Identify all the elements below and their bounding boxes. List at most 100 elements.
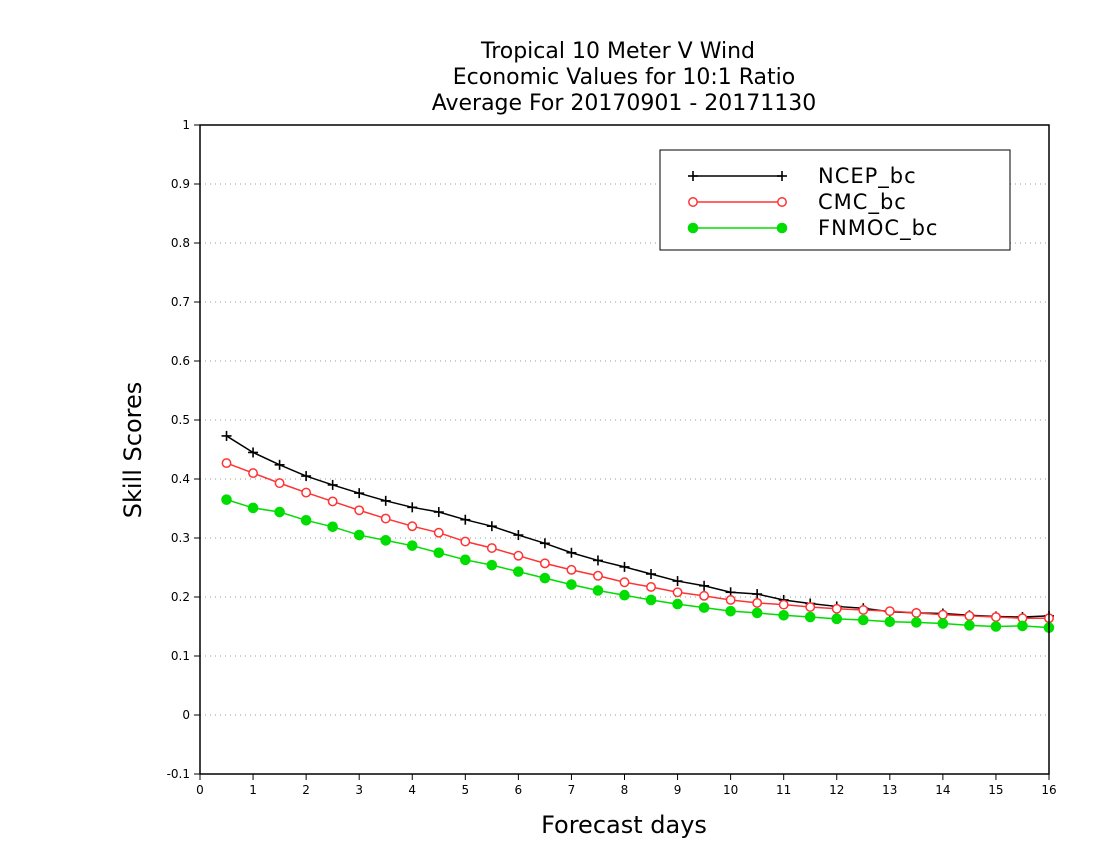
x-tick-label: 2 — [302, 783, 310, 797]
data-point-ncep-bc — [433, 507, 444, 518]
chart-title-line-2: Economic Values for 10:1 Ratio — [453, 65, 795, 90]
x-tick-label: 5 — [461, 783, 469, 797]
data-point-ncep-bc — [460, 514, 471, 525]
data-point-ncep-bc — [699, 580, 710, 591]
series-fnmoc-bc — [221, 494, 1055, 633]
data-point-fnmoc-bc — [911, 617, 922, 628]
data-point-fnmoc-bc — [672, 598, 683, 610]
y-tick-label: -0.1 — [167, 767, 190, 781]
data-point-cmc-bc — [990, 612, 1001, 623]
data-point-fnmoc-bc — [698, 602, 710, 613]
gridlines — [200, 183, 1049, 716]
data-point-cmc-bc — [460, 536, 471, 547]
y-tick-label: 0.6 — [171, 354, 190, 368]
data-point-cmc-bc — [937, 609, 948, 620]
data-point-cmc-bc — [513, 550, 524, 561]
data-point-fnmoc-bc — [831, 613, 843, 625]
legend-item-fnmoc-bc: FNMOC_bc — [687, 216, 938, 241]
data-point-fnmoc-bc — [619, 589, 630, 601]
data-point-ncep-bc — [513, 530, 524, 541]
legend-marker-ncep-bc — [688, 171, 698, 181]
legend-marker-cmc-bc — [777, 197, 787, 207]
data-point-fnmoc-bc — [539, 572, 551, 584]
x-tick-label: 15 — [988, 783, 1003, 797]
series-ncep-bc — [221, 430, 1054, 623]
x-tick-label: 16 — [1041, 783, 1056, 797]
data-point-fnmoc-bc — [778, 609, 789, 621]
x-tick-label: 1 — [249, 783, 257, 797]
y-tick-label: 0.1 — [171, 649, 190, 663]
data-point-fnmoc-bc — [247, 502, 259, 514]
y-tick-label: 0 — [182, 708, 190, 722]
data-point-cmc-bc — [911, 607, 922, 618]
data-point-fnmoc-bc — [513, 566, 524, 577]
x-tick-label: 3 — [355, 783, 363, 797]
data-point-ncep-bc — [566, 547, 577, 558]
legend-label-cmc-bc: CMC_bc — [818, 190, 907, 215]
data-point-cmc-bc — [672, 587, 683, 598]
x-tick-label: 8 — [621, 783, 629, 797]
data-point-ncep-bc — [672, 576, 683, 587]
data-point-cmc-bc — [380, 513, 391, 524]
x-axis-label: Forecast days — [541, 811, 707, 839]
data-point-fnmoc-bc — [725, 605, 736, 617]
data-point-cmc-bc — [486, 543, 497, 553]
y-tick-label: 0.3 — [171, 531, 190, 545]
plot-frame — [199, 124, 1050, 775]
y-tick-label: 0.4 — [171, 472, 190, 486]
data-point-cmc-bc — [433, 527, 444, 538]
legend-label-fnmoc-bc: FNMOC_bc — [818, 216, 938, 241]
data-point-fnmoc-bc — [486, 559, 498, 571]
data-point-fnmoc-bc — [460, 554, 471, 566]
y-tick-label: 0.5 — [171, 413, 190, 427]
series-line-fnmoc-bc — [226, 498, 1050, 629]
data-point-fnmoc-bc — [566, 579, 577, 590]
data-point-ncep-bc — [248, 447, 259, 458]
legend-item-ncep-bc: NCEP_bc — [688, 164, 916, 189]
data-point-fnmoc-bc — [221, 494, 232, 505]
legend-marker-fnmoc-bc — [776, 222, 788, 234]
data-point-ncep-bc — [327, 479, 338, 490]
data-point-fnmoc-bc — [857, 614, 869, 626]
y-tick-label: 0.2 — [171, 590, 190, 604]
data-point-fnmoc-bc — [274, 506, 285, 518]
legend-box — [659, 149, 1011, 251]
data-point-fnmoc-bc — [592, 585, 604, 596]
series-line-cmc-bc — [226, 462, 1049, 619]
data-point-cmc-bc — [619, 577, 630, 588]
data-point-fnmoc-bc — [964, 620, 975, 631]
x-tick-label: 10 — [723, 783, 738, 797]
data-point-cmc-bc — [646, 582, 656, 592]
data-point-fnmoc-bc — [300, 515, 312, 526]
data-point-cmc-bc — [539, 558, 550, 569]
legend-marker-fnmoc-bc — [687, 222, 699, 234]
chart-title-line-1: Tropical 10 Meter V Wind — [480, 39, 755, 64]
data-point-cmc-bc — [407, 521, 418, 532]
x-tick-label: 0 — [196, 783, 204, 797]
data-point-cmc-bc — [248, 468, 259, 479]
y-tick-label: 0.7 — [171, 295, 190, 309]
y-tick-label: 1 — [182, 118, 190, 132]
data-point-ncep-bc — [592, 555, 603, 566]
data-point-ncep-bc — [539, 538, 550, 549]
data-point-cmc-bc — [831, 603, 842, 614]
data-point-fnmoc-bc — [380, 535, 392, 546]
data-point-fnmoc-bc — [884, 616, 896, 628]
data-point-fnmoc-bc — [937, 618, 949, 629]
y-axis-ticks: -0.1 0 0.1 0.2 0.3 0.4 0.5 0.6 0.7 0.8 0.9 1 — [167, 118, 200, 781]
data-point-cmc-bc — [221, 458, 232, 469]
chart-title: Tropical 10 Meter V Wind Economic Values… — [432, 39, 817, 116]
data-point-cmc-bc — [301, 487, 312, 498]
data-point-cmc-bc — [725, 595, 736, 605]
data-point-fnmoc-bc — [645, 594, 657, 606]
y-tick-label: 0.8 — [171, 236, 190, 250]
x-tick-label: 6 — [515, 783, 523, 797]
data-point-cmc-bc — [566, 564, 577, 575]
data-point-ncep-bc — [646, 568, 657, 579]
data-point-ncep-bc — [221, 430, 232, 441]
data-point-fnmoc-bc — [327, 521, 338, 533]
data-point-cmc-bc — [964, 610, 975, 621]
data-point-fnmoc-bc — [433, 547, 445, 559]
